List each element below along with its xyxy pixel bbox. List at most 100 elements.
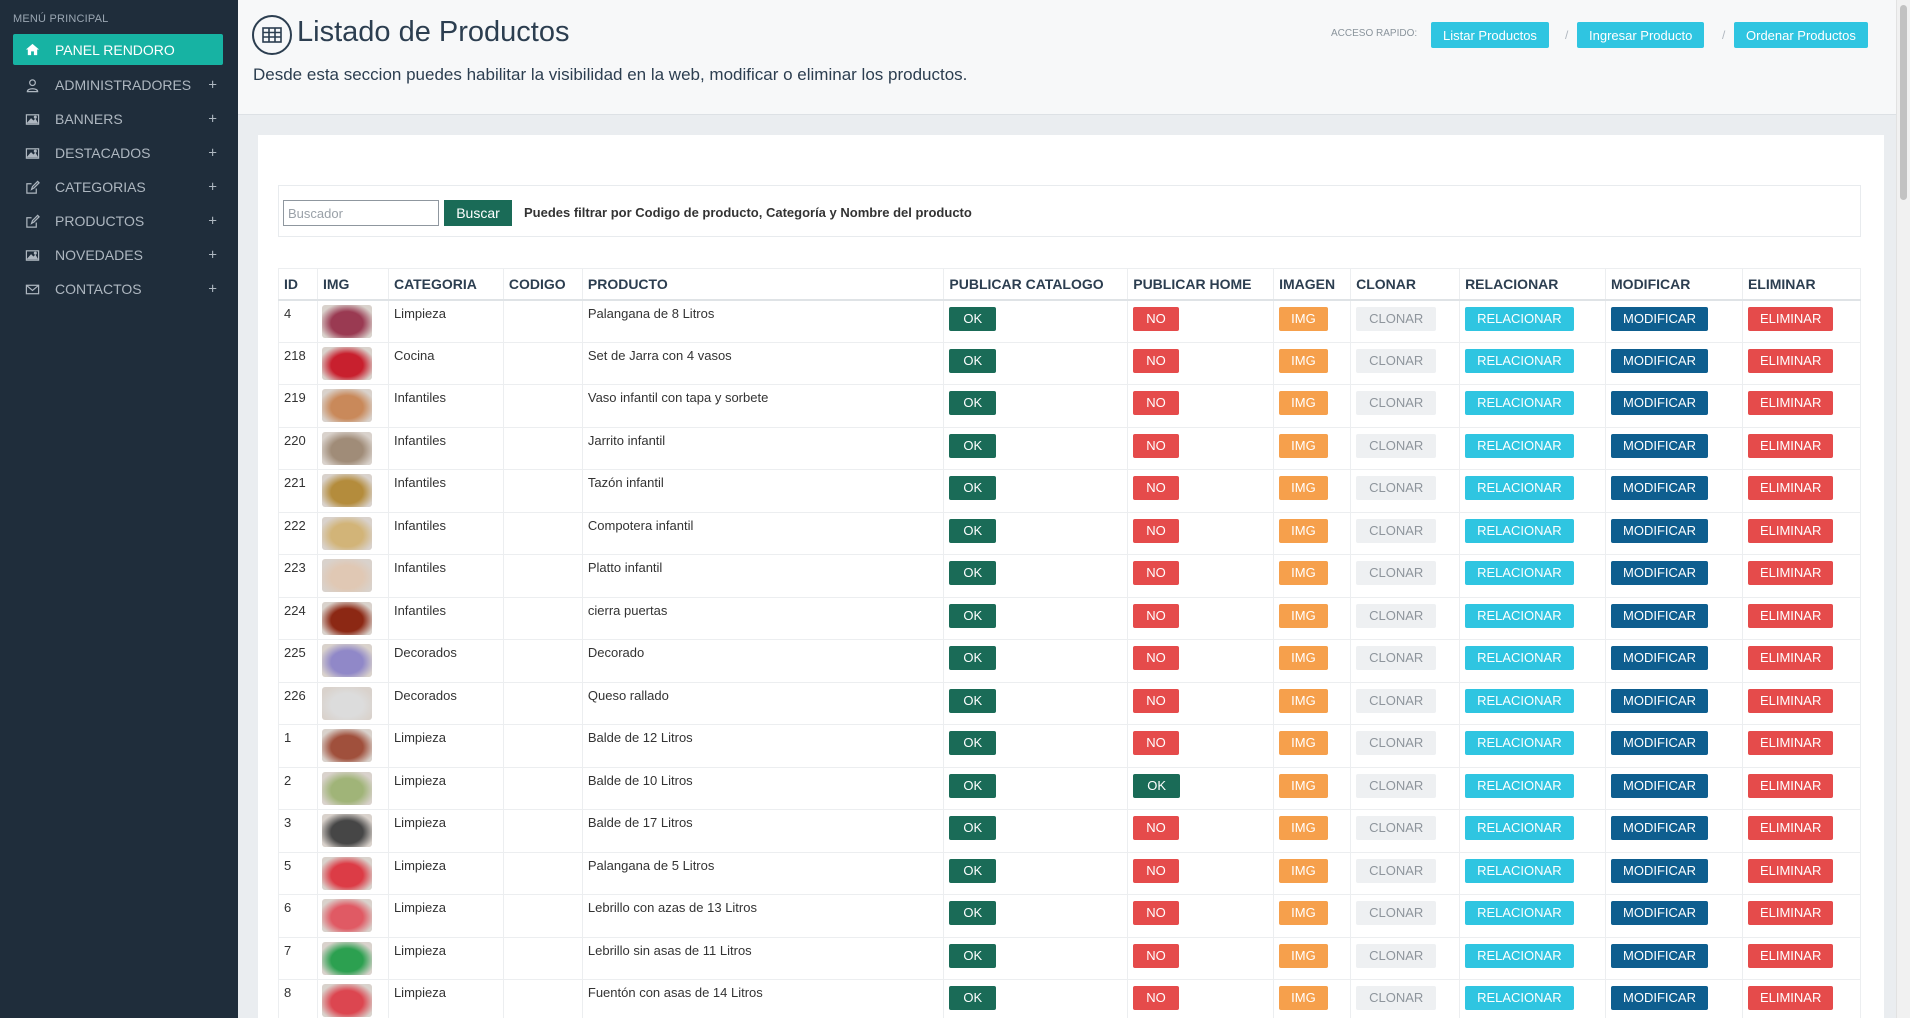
listar-productos-button[interactable]: Listar Productos [1431, 22, 1549, 48]
publish-home-toggle[interactable]: NO [1133, 858, 1179, 883]
publish-catalog-toggle[interactable]: OK [949, 518, 997, 543]
clone-button[interactable]: CLONAR [1356, 943, 1437, 968]
clone-button[interactable]: CLONAR [1356, 391, 1437, 415]
clone-button[interactable]: CLONAR [1356, 901, 1437, 925]
publish-catalog-toggle[interactable]: OK [949, 731, 997, 755]
image-button[interactable]: IMG [1279, 306, 1328, 331]
publish-home-toggle[interactable]: NO [1133, 986, 1179, 1010]
relate-button[interactable]: RELACIONAR [1465, 858, 1574, 883]
publish-catalog-toggle[interactable]: OK [949, 391, 997, 415]
publish-home-toggle[interactable]: NO [1133, 731, 1179, 755]
publish-catalog-toggle[interactable]: OK [949, 901, 997, 925]
relate-button[interactable]: RELACIONAR [1465, 986, 1574, 1010]
clone-button[interactable]: CLONAR [1356, 476, 1437, 500]
clone-button[interactable]: CLONAR [1356, 306, 1437, 331]
modify-button[interactable]: MODIFICAR [1611, 858, 1708, 883]
sidebar-item-contactos[interactable]: CONTACTOS + [13, 272, 223, 306]
relate-button[interactable]: RELACIONAR [1465, 773, 1574, 798]
modify-button[interactable]: MODIFICAR [1611, 306, 1708, 331]
relate-button[interactable]: RELACIONAR [1465, 561, 1574, 585]
image-button[interactable]: IMG [1279, 688, 1328, 713]
delete-button[interactable]: ELIMINAR [1747, 773, 1834, 798]
image-button[interactable]: IMG [1279, 986, 1328, 1010]
delete-button[interactable]: ELIMINAR [1747, 858, 1834, 883]
image-button[interactable]: IMG [1279, 348, 1328, 373]
ordenar-productos-button[interactable]: Ordenar Productos [1734, 22, 1868, 48]
clone-button[interactable]: CLONAR [1356, 348, 1437, 373]
sidebar-item-administradores[interactable]: ADMINISTRADORES + [13, 68, 223, 102]
publish-catalog-toggle[interactable]: OK [949, 561, 997, 585]
clone-button[interactable]: CLONAR [1356, 731, 1437, 755]
publish-catalog-toggle[interactable]: OK [949, 348, 997, 373]
modify-button[interactable]: MODIFICAR [1611, 476, 1708, 500]
clone-button[interactable]: CLONAR [1356, 688, 1437, 713]
publish-catalog-toggle[interactable]: OK [949, 646, 997, 670]
publish-home-toggle[interactable]: NO [1133, 476, 1179, 500]
relate-button[interactable]: RELACIONAR [1465, 518, 1574, 543]
modify-button[interactable]: MODIFICAR [1611, 646, 1708, 670]
delete-button[interactable]: ELIMINAR [1747, 348, 1834, 373]
relate-button[interactable]: RELACIONAR [1465, 391, 1574, 415]
publish-catalog-toggle[interactable]: OK [949, 688, 997, 713]
publish-catalog-toggle[interactable]: OK [949, 986, 997, 1010]
relate-button[interactable]: RELACIONAR [1465, 646, 1574, 670]
delete-button[interactable]: ELIMINAR [1747, 986, 1834, 1010]
relate-button[interactable]: RELACIONAR [1465, 306, 1574, 331]
scrollbar-thumb[interactable] [1900, 5, 1907, 200]
publish-catalog-toggle[interactable]: OK [949, 306, 997, 331]
publish-catalog-toggle[interactable]: OK [949, 476, 997, 500]
image-button[interactable]: IMG [1279, 773, 1328, 798]
image-button[interactable]: IMG [1279, 433, 1328, 458]
vertical-scrollbar[interactable] [1896, 0, 1910, 1018]
modify-button[interactable]: MODIFICAR [1611, 986, 1708, 1010]
image-button[interactable]: IMG [1279, 391, 1328, 415]
delete-button[interactable]: ELIMINAR [1747, 306, 1834, 331]
ingresar-producto-button[interactable]: Ingresar Producto [1577, 22, 1705, 48]
image-button[interactable]: IMG [1279, 816, 1328, 840]
plus-icon[interactable]: + [208, 110, 217, 128]
plus-icon[interactable]: + [208, 76, 217, 94]
sidebar-item-panel[interactable]: PANEL RENDORO [13, 34, 223, 65]
plus-icon[interactable]: + [208, 144, 217, 162]
modify-button[interactable]: MODIFICAR [1611, 773, 1708, 798]
plus-icon[interactable]: + [208, 212, 217, 230]
relate-button[interactable]: RELACIONAR [1465, 348, 1574, 373]
publish-home-toggle[interactable]: NO [1133, 561, 1179, 585]
image-button[interactable]: IMG [1279, 603, 1328, 628]
relate-button[interactable]: RELACIONAR [1465, 901, 1574, 925]
delete-button[interactable]: ELIMINAR [1747, 731, 1834, 755]
relate-button[interactable]: RELACIONAR [1465, 476, 1574, 500]
relate-button[interactable]: RELACIONAR [1465, 943, 1574, 968]
relate-button[interactable]: RELACIONAR [1465, 603, 1574, 628]
delete-button[interactable]: ELIMINAR [1747, 518, 1834, 543]
publish-catalog-toggle[interactable]: OK [949, 773, 997, 798]
sidebar-item-banners[interactable]: BANNERS + [13, 102, 223, 136]
publish-home-toggle[interactable]: NO [1133, 943, 1179, 968]
publish-home-toggle[interactable]: NO [1133, 901, 1179, 925]
delete-button[interactable]: ELIMINAR [1747, 391, 1834, 415]
image-button[interactable]: IMG [1279, 901, 1328, 925]
delete-button[interactable]: ELIMINAR [1747, 476, 1834, 500]
delete-button[interactable]: ELIMINAR [1747, 943, 1834, 968]
publish-catalog-toggle[interactable]: OK [949, 943, 997, 968]
clone-button[interactable]: CLONAR [1356, 816, 1437, 840]
delete-button[interactable]: ELIMINAR [1747, 901, 1834, 925]
sidebar-item-destacados[interactable]: DESTACADOS + [13, 136, 223, 170]
image-button[interactable]: IMG [1279, 646, 1328, 670]
publish-home-toggle[interactable]: NO [1133, 433, 1179, 458]
plus-icon[interactable]: + [208, 280, 217, 298]
modify-button[interactable]: MODIFICAR [1611, 391, 1708, 415]
image-button[interactable]: IMG [1279, 731, 1328, 755]
clone-button[interactable]: CLONAR [1356, 858, 1437, 883]
publish-home-toggle[interactable]: OK [1133, 773, 1181, 798]
publish-home-toggle[interactable]: NO [1133, 646, 1179, 670]
image-button[interactable]: IMG [1279, 858, 1328, 883]
relate-button[interactable]: RELACIONAR [1465, 816, 1574, 840]
publish-home-toggle[interactable]: NO [1133, 391, 1179, 415]
sidebar-item-categorias[interactable]: CATEGORIAS + [13, 170, 223, 204]
clone-button[interactable]: CLONAR [1356, 518, 1437, 543]
modify-button[interactable]: MODIFICAR [1611, 688, 1708, 713]
publish-home-toggle[interactable]: NO [1133, 348, 1179, 373]
publish-catalog-toggle[interactable]: OK [949, 433, 997, 458]
search-button[interactable]: Buscar [444, 200, 512, 226]
